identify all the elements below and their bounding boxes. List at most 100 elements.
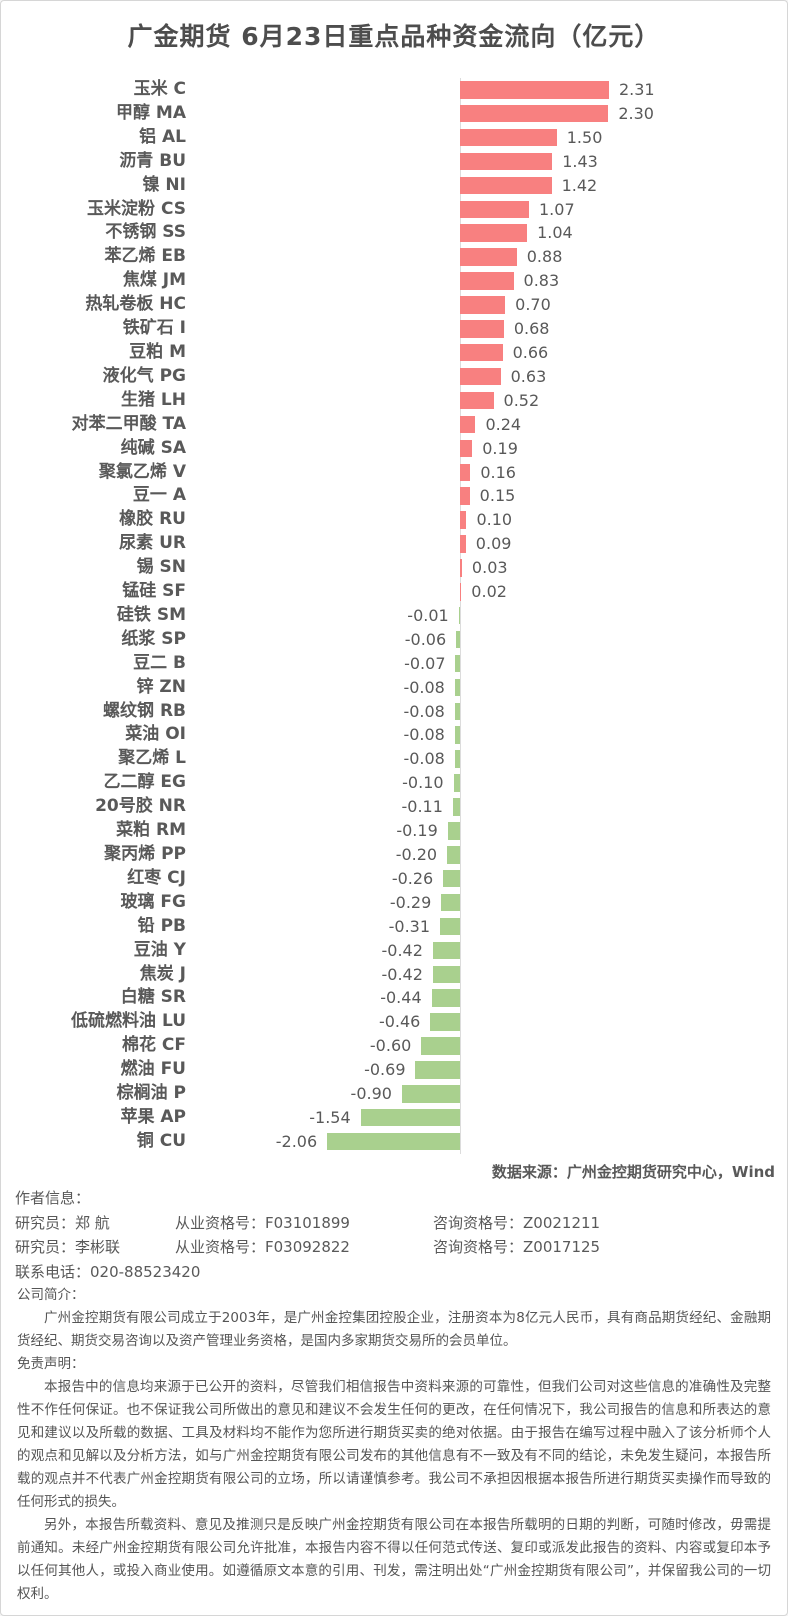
category-label: 锰硅 SF [122,581,186,602]
category-label: 液化气 PG [102,365,186,386]
chart-row: 螺纹钢 RB -0.08 [1,700,787,724]
outflow-bar [441,893,460,912]
disclaimer-paragraph: 另外，本报告所载资料、意见及推测只是反映广州金控期货有限公司在本报告所载明的日期… [17,1517,771,1602]
category-label: 锡 SN [136,557,186,578]
inflow-bar [460,104,609,123]
chart-row: 棕榈油 P -0.90 [1,1082,787,1106]
category-label: 豆粕 M [129,341,186,362]
outflow-bar [452,798,460,816]
chart-row: 不锈钢 SS 1.04 [1,221,787,245]
value-label: -0.06 [404,629,447,649]
value-label: 1.07 [539,199,575,219]
inflow-bar [460,439,473,458]
value-label: -2.06 [275,1131,318,1151]
outflow-bar [430,1013,460,1031]
value-label: -0.20 [395,845,438,864]
outflow-bar [454,678,460,697]
chart-row: 豆油 Y -0.42 [1,939,787,963]
value-label: -0.29 [389,892,432,912]
researcher-name-text: 李彬联 [75,1238,121,1256]
value-label: 1.42 [561,175,598,195]
value-label: 0.02 [471,582,507,602]
inflow-bar [460,391,494,410]
chart-row: 焦炭 J -0.42 [1,963,787,987]
value-label: -0.69 [364,1060,406,1080]
outflow-bar [454,750,460,768]
outflow-bar [453,774,460,792]
inflow-bar [460,200,529,219]
chart-title: 广金期货 6月23日重点品种资金流向（亿元） [127,22,661,51]
category-label: 焦煤 JM [122,270,186,291]
category-label: 豆一 A [132,485,186,506]
chart-row: 菜油 OI -0.08 [1,723,787,747]
practice-license-no: 从业资格号：F03092822 [175,1238,350,1256]
value-label: 0.10 [476,510,513,530]
chart-row: 铅 PB -0.31 [1,915,787,939]
category-label: 20号胶 NR [95,796,186,817]
author-heading: 作者信息： [15,1189,91,1207]
value-label: -0.19 [396,821,438,841]
chart-row: 液化气 PG 0.63 [1,365,787,389]
value-label: -0.08 [403,725,445,745]
value-label: -0.08 [403,749,445,769]
category-label: 苯乙烯 EB [104,246,187,267]
outflow-bar [432,941,460,960]
value-label: -0.11 [401,797,443,817]
value-label: -0.07 [404,653,446,673]
chart-row: 苯乙烯 EB 0.88 [1,245,787,269]
disclaimer-heading: 免责声明： [17,1356,85,1372]
value-label: -0.01 [407,605,449,625]
category-label: 玻璃 FG [120,891,187,912]
category-label: 铝 AL [139,126,186,147]
category-label: 棉花 CF [121,1035,186,1056]
outflow-bar [421,1037,460,1055]
chart-row: 白糖 SR -0.44 [1,986,787,1010]
researcher-name-text: 郑 航 [75,1213,110,1232]
value-label: -0.08 [403,677,445,697]
value-label: -0.46 [378,1012,421,1032]
category-label: 乙二醇 EG [103,772,187,793]
inflow-bar [460,176,552,195]
value-label: -1.54 [309,1107,351,1127]
chart-row: 玉米淀粉 CS 1.07 [1,198,787,222]
value-label: 0.83 [523,271,560,291]
category-label: 热轧卷板 HC [85,294,186,315]
company-intro-section: 公司简介： 广州金控期货有限公司成立于2003年，是广州金控集团控股企业，注册资… [1,1284,787,1353]
company-intro-heading: 公司简介： [17,1287,85,1303]
category-label: 沥青 BU [119,150,186,171]
value-label: 0.70 [515,295,551,315]
category-label: 棕榈油 P [116,1083,186,1104]
category-label: 苹果 AP [120,1106,186,1127]
chart-row: 燃油 FU -0.69 [1,1058,787,1082]
category-label: 对苯二甲酸 TA [71,413,186,434]
value-label: -0.31 [388,916,431,936]
outflow-bar [454,702,460,721]
value-label: 0.68 [513,319,550,339]
chart-row: 生猪 LH 0.52 [1,389,787,413]
chart-row: 锰硅 SF 0.02 [1,580,787,604]
inflow-bar [460,367,501,386]
category-label: 纸浆 SP [121,628,186,649]
researcher-role-label: 研究员： [15,1213,76,1232]
outflow-bar [415,1061,460,1079]
outflow-bar [431,989,460,1007]
category-label: 低硫燃料油 LU [71,1011,186,1032]
chart-row: 聚氯乙烯 V 0.16 [1,461,787,485]
chart-row: 铝 AL 1.50 [1,126,787,150]
inflow-bar [460,559,462,577]
category-label: 菜油 OI [125,724,186,745]
inflow-bar [460,248,517,266]
category-label: 菜粕 RM [116,820,186,841]
contact-phone: 联系电话：020-88523420 [15,1262,201,1281]
outflow-bar [456,630,460,649]
chart-row: 聚乙烯 L -0.08 [1,747,787,771]
outflow-bar [327,1132,460,1151]
researcher-name: 研究员：李彬联 [15,1235,175,1260]
value-label: 0.16 [480,462,516,482]
chart-row: 镍 NI 1.42 [1,174,787,198]
category-label: 纯碱 SA [120,437,186,458]
researcher-name: 研究员：郑 航 [15,1211,175,1236]
chart-row: 菜粕 RM -0.19 [1,819,787,843]
chart-row: 豆粕 M 0.66 [1,341,787,365]
value-label: 1.50 [566,127,603,147]
